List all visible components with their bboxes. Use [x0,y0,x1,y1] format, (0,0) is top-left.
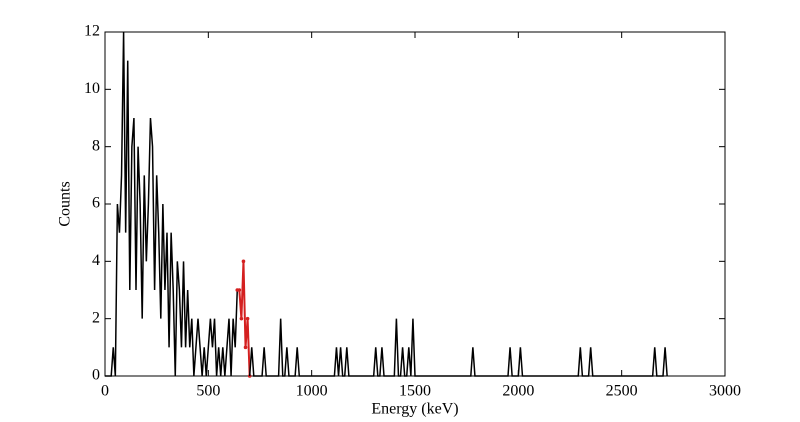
y-tick-label: 8 [92,137,100,154]
x-tick-label: 3000 [709,383,741,400]
y-axis-label: Counts [57,181,74,226]
spectrum-line [248,318,668,377]
y-tick-label: 0 [92,367,100,384]
data-point [239,316,244,321]
x-tick-label: 1500 [399,383,431,400]
y-tick-label: 6 [92,195,100,212]
x-tick-label: 1000 [296,383,328,400]
spectrum-line [105,31,239,377]
y-tick-label: 4 [92,252,100,269]
y-tick-label: 12 [84,23,100,40]
y-tick-label: 10 [84,80,100,97]
data-point [245,316,250,321]
x-tick-label: 0 [101,383,109,400]
data-point [243,345,248,350]
x-tick-label: 2000 [502,383,534,400]
x-axis-label: Energy (keV) [371,401,458,418]
y-tick-label: 2 [92,309,100,326]
x-tick-label: 2500 [606,383,638,400]
data-point [237,288,242,292]
x-tick-label: 500 [196,383,220,400]
data-point [241,259,246,264]
